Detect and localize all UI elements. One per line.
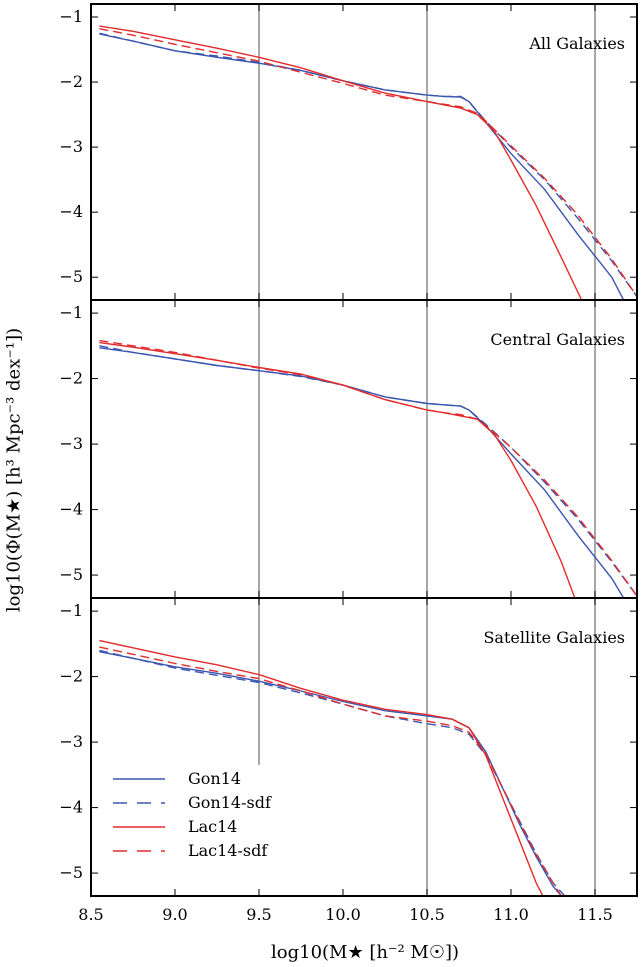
- series-line: [99, 639, 544, 896]
- y-axis-label: log10(Φ(M★) [h³ Mpc⁻³ dex⁻¹]): [3, 327, 25, 613]
- series-line: [99, 25, 583, 300]
- series-line: [99, 32, 637, 298]
- x-axis-label: log10(M★ [h⁻² M☉]): [271, 942, 459, 963]
- y-tick-label: −1: [59, 7, 83, 26]
- panels-layer: −1 −2 −3 −4 −5 All Galaxies −1 −2 −3 −4 −5 Central …: [59, 3, 638, 897]
- series-line: [99, 646, 562, 896]
- series-line: [99, 339, 637, 597]
- x-tick-label: 11.5: [577, 905, 613, 924]
- series-line: [99, 28, 637, 298]
- y-tick-label: −1: [59, 601, 83, 620]
- y-tick-label: −4: [59, 500, 83, 519]
- legend-label: Gon14: [188, 769, 241, 788]
- y-tick-label: −5: [59, 863, 83, 882]
- x-tick-label: 10.0: [325, 905, 361, 924]
- series-line: [99, 33, 625, 300]
- y-tick-label: −1: [59, 303, 83, 322]
- panel-label: Satellite Galaxies: [483, 628, 625, 647]
- y-tick-label: −4: [59, 798, 83, 817]
- y-tick-label: −3: [59, 137, 83, 156]
- y-tick-label: −2: [59, 72, 83, 91]
- series-line: [99, 347, 625, 598]
- panel-label: Central Galaxies: [490, 330, 625, 349]
- panel-label: All Galaxies: [528, 34, 625, 53]
- legend-label: Gon14-sdf: [188, 793, 272, 812]
- series-line: [99, 651, 562, 896]
- y-tick-label: −3: [59, 732, 83, 751]
- y-tick-label: −3: [59, 434, 83, 453]
- panel: −1 −2 −3 −4 −5 Central Galaxies: [59, 299, 638, 599]
- y-tick-label: −5: [59, 267, 83, 286]
- y-tick-label: −5: [59, 565, 83, 584]
- panel: −1 −2 −3 −4 −5 All Galaxies: [59, 3, 638, 301]
- x-tick-label: 11.0: [493, 905, 529, 924]
- x-tick-label: 10.5: [409, 905, 445, 924]
- y-tick-label: −2: [59, 369, 83, 388]
- series-line: [99, 341, 576, 598]
- x-tick-label: 8.5: [78, 905, 103, 924]
- panel: −1 −2 −3 −4 −5 Satellite Galaxies: [59, 597, 638, 897]
- x-tick-label: 9.5: [246, 905, 271, 924]
- y-tick-label: −2: [59, 667, 83, 686]
- panel-frame: [90, 597, 638, 897]
- series-line: [99, 345, 637, 597]
- legend-label: Lac14-sdf: [188, 841, 268, 860]
- x-tick-label: 9.0: [162, 905, 187, 924]
- legend: Gon14 Gon14-sdf Lac14 Lac14-sdf: [113, 769, 272, 860]
- legend-label: Lac14: [188, 817, 237, 836]
- x-tick-labels: 8.5 9.0 9.5 10.0 10.5 11.0 11.5: [78, 905, 613, 924]
- y-tick-label: −4: [59, 202, 83, 221]
